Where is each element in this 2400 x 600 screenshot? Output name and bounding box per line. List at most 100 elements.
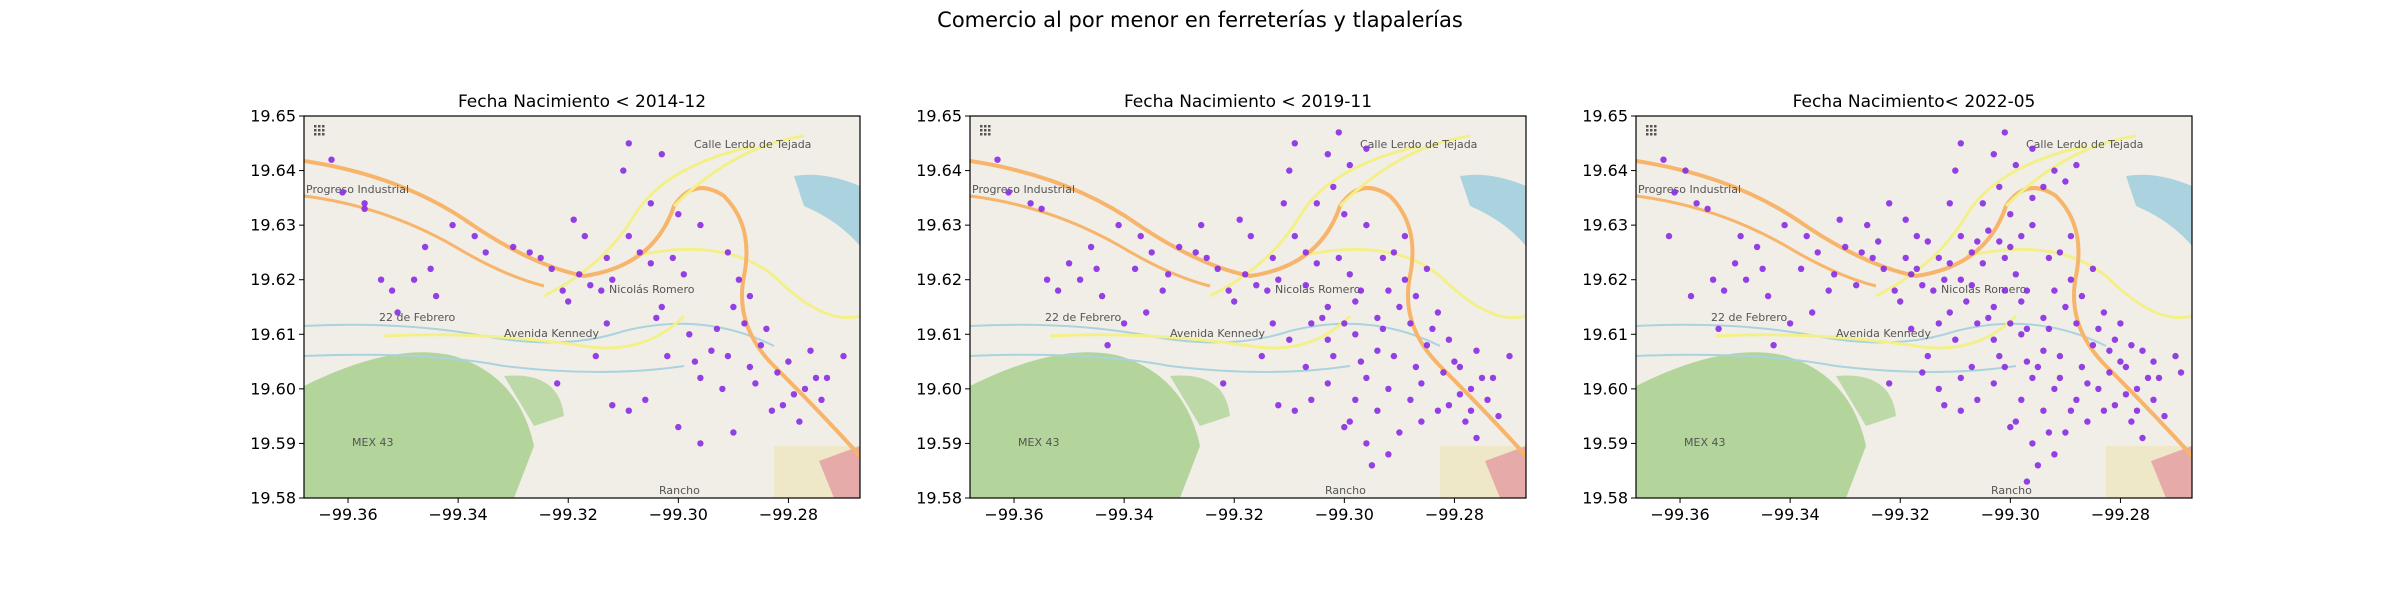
data-point <box>1231 298 1238 305</box>
data-point <box>823 374 831 382</box>
data-point <box>2001 363 2009 371</box>
map-label: Progreso Industrial <box>306 183 409 196</box>
data-point <box>1176 243 1183 251</box>
data-point <box>1753 243 1761 251</box>
minor-road <box>2004 134 2137 208</box>
grid-icon <box>1650 129 1653 132</box>
water-body <box>794 174 860 246</box>
x-tick-label: −99.28 <box>2091 505 2150 524</box>
data-point <box>730 303 737 311</box>
data-point <box>636 249 643 256</box>
y-tick-label: 19.59 <box>250 434 296 453</box>
data-point <box>1445 336 1453 343</box>
data-point <box>1423 342 1431 349</box>
data-point <box>2122 391 2130 398</box>
data-point <box>2062 178 2069 185</box>
data-point <box>1974 238 1981 245</box>
data-point <box>1875 238 1882 245</box>
park-area <box>970 352 1200 498</box>
data-point <box>1374 314 1381 322</box>
data-point <box>510 243 517 251</box>
water-body <box>1460 174 1526 246</box>
data-point <box>1979 200 1987 207</box>
grid-icon <box>322 129 325 132</box>
grid-icon <box>322 133 325 136</box>
data-point <box>1115 221 1122 229</box>
data-point <box>1363 145 1370 152</box>
data-point <box>1440 369 1447 376</box>
data-point <box>1671 189 1678 196</box>
data-point <box>1484 396 1491 403</box>
data-point <box>2139 434 2146 442</box>
minor-road <box>1715 314 2018 350</box>
data-point <box>1996 183 2003 191</box>
data-point <box>801 385 809 393</box>
data-point <box>328 156 335 163</box>
data-point <box>1374 407 1381 414</box>
data-point <box>2078 292 2086 300</box>
data-point <box>1076 276 1084 283</box>
data-point <box>1264 287 1271 294</box>
major-road <box>304 194 545 288</box>
data-point <box>1946 200 1954 207</box>
data-point <box>1385 385 1392 393</box>
data-point <box>1291 407 1299 414</box>
data-point <box>1418 418 1425 425</box>
data-point <box>1968 363 1976 371</box>
data-point <box>1236 216 1243 223</box>
data-point <box>2128 342 2135 349</box>
minor-road <box>672 134 805 208</box>
data-point <box>1341 423 1348 431</box>
park-area <box>304 352 534 498</box>
data-point <box>2067 276 2075 283</box>
data-point <box>818 396 825 403</box>
data-point <box>1087 243 1095 251</box>
data-point <box>757 342 765 349</box>
y-tick-label: 19.63 <box>916 216 962 235</box>
data-point <box>1214 265 1221 272</box>
map-label: Nicolás Romero <box>1941 283 2027 296</box>
data-point <box>1665 232 1673 240</box>
data-point <box>1467 407 1475 414</box>
data-point <box>2029 221 2036 229</box>
data-point <box>394 309 401 316</box>
minor-road <box>383 314 686 350</box>
data-point <box>1396 429 1403 436</box>
data-point <box>2051 167 2058 174</box>
y-tick-label: 19.61 <box>1582 325 1628 344</box>
urban-area <box>2151 446 2192 498</box>
data-point <box>1473 434 1480 442</box>
data-point <box>537 254 544 262</box>
data-point <box>675 211 682 218</box>
data-point <box>1886 200 1893 207</box>
map-label: Rancho <box>1325 484 1366 497</box>
data-point <box>1952 336 1959 343</box>
data-point <box>377 276 385 283</box>
data-point <box>2133 407 2141 414</box>
data-point <box>1038 205 1045 212</box>
data-point <box>1495 412 1502 420</box>
data-point <box>1990 336 1998 343</box>
panel-title: Fecha Nacimiento< 2022-05 <box>1793 92 2036 112</box>
data-point <box>1269 254 1277 262</box>
x-tick-label: −99.32 <box>1205 505 1264 524</box>
data-point <box>2029 440 2036 447</box>
grid-icon <box>1650 125 1653 128</box>
x-tick-label: −99.36 <box>984 505 1043 524</box>
data-point <box>2111 402 2119 409</box>
data-point <box>1368 462 1376 469</box>
data-point <box>2106 369 2113 376</box>
minor-road <box>1965 247 2192 320</box>
data-point <box>697 374 704 382</box>
data-point <box>1390 249 1398 256</box>
data-point <box>598 287 605 294</box>
data-point <box>1886 380 1893 387</box>
plot-frame <box>969 115 1527 499</box>
data-point <box>1198 221 1205 229</box>
data-point <box>2023 325 2031 332</box>
park-area <box>1836 375 1896 426</box>
data-point <box>1996 352 2003 360</box>
data-point <box>2133 385 2141 393</box>
data-point <box>1269 320 1277 327</box>
